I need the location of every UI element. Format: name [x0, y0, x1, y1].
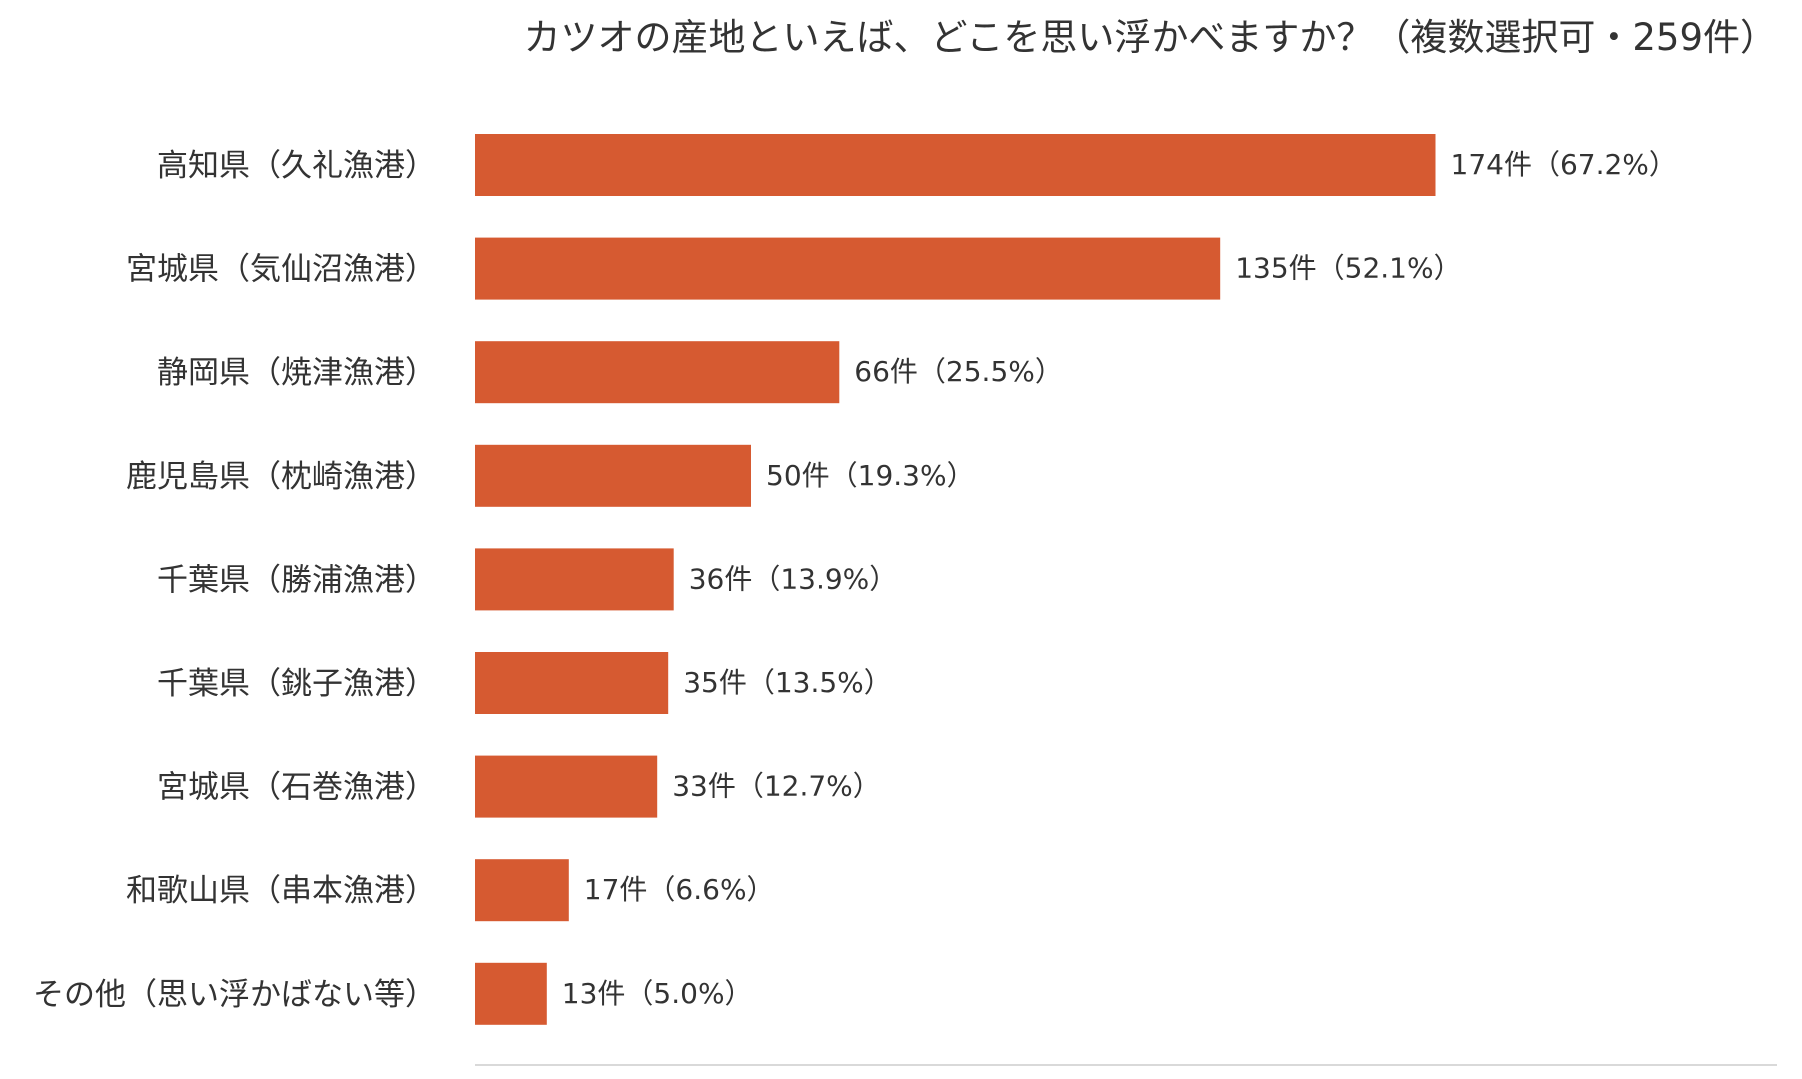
bar-0 [475, 134, 1436, 196]
category-label-8: その他（思い浮かばない等） [33, 977, 436, 1013]
category-label-7: 和歌山県（串本漁港） [126, 873, 436, 909]
data-label-8: 13件（5.0%） [562, 977, 753, 1010]
bar-4 [475, 548, 674, 611]
bar-6 [475, 755, 658, 818]
bar-1 [475, 237, 1221, 300]
category-label-5: 千葉県（銚子漁港） [157, 666, 436, 702]
bar-3 [475, 444, 751, 507]
data-label-4: 36件（13.9%） [689, 562, 898, 595]
category-label-2: 静岡県（焼津漁港） [157, 355, 436, 391]
category-label-4: 千葉県（勝浦漁港） [157, 562, 436, 598]
bar-8 [475, 962, 547, 1025]
bar-5 [475, 652, 669, 714]
data-label-1: 135件（52.1%） [1235, 252, 1461, 285]
data-label-3: 50件（19.3%） [766, 459, 975, 492]
data-label-6: 33件（12.7%） [672, 770, 881, 803]
category-label-3: 鹿児島県（枕崎漁港） [126, 459, 436, 495]
category-labels-group: 高知県（久礼漁港） 宮城県（気仙沼漁港） 静岡県（焼津漁港） 鹿児島県（枕崎漁港） 千葉… [33, 148, 436, 1013]
chart-title: カツオの産地といえば、どこを思い浮かべますか？（複数選択可・259件） [523, 16, 1777, 59]
category-label-1: 宮城県（気仙沼漁港） [126, 252, 436, 288]
data-label-7: 17件（6.6%） [584, 873, 775, 906]
data-label-5: 35件（13.5%） [683, 666, 892, 699]
data-label-2: 66件（25.5%） [854, 355, 1063, 388]
data-label-0: 174件（67.2%） [1451, 148, 1677, 181]
bars-group [475, 134, 1436, 1025]
bar-7 [475, 859, 569, 922]
bar-2 [475, 341, 840, 404]
category-label-0: 高知県（久礼漁港） [157, 148, 436, 184]
data-labels-group: 174件（67.2%） 135件（52.1%） 66件（25.5%） 50件（19.3… [562, 148, 1677, 1010]
category-label-6: 宮城県（石巻漁港） [157, 770, 436, 806]
